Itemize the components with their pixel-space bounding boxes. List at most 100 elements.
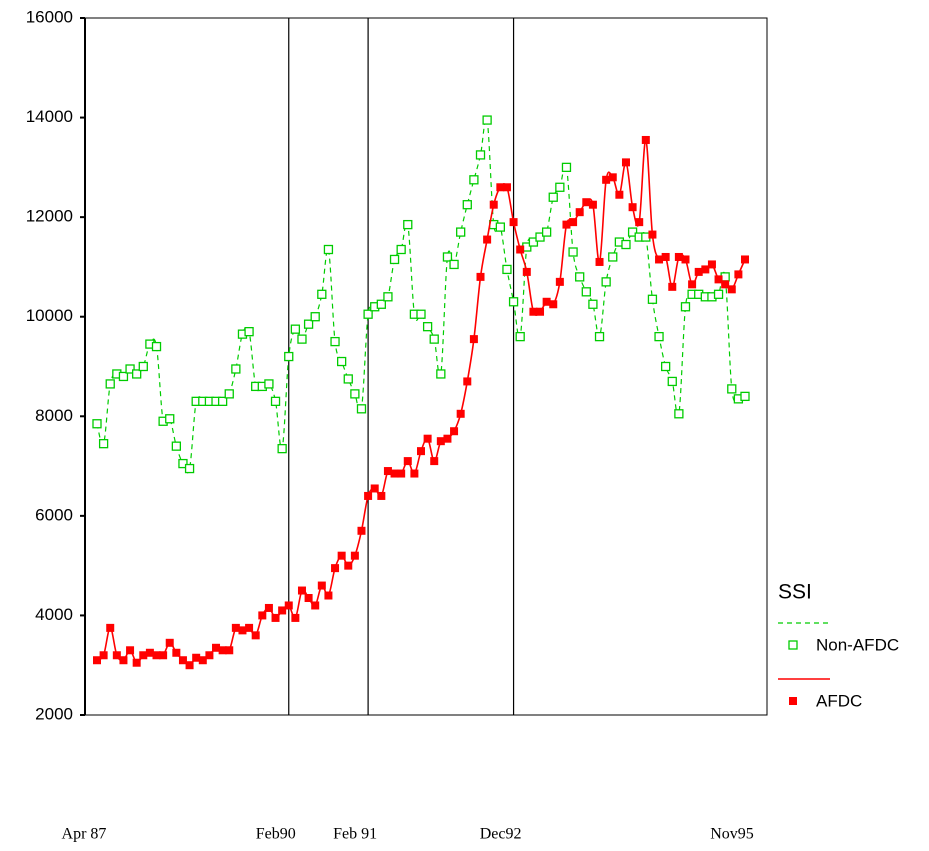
point (337, 356, 347, 367)
point (244, 326, 254, 337)
point (548, 192, 558, 202)
point (734, 270, 743, 279)
point (390, 469, 399, 478)
point (529, 307, 538, 316)
y-tick-label: 2000 (35, 704, 73, 723)
point (118, 371, 129, 382)
point (119, 656, 128, 665)
point (304, 594, 313, 603)
point (681, 255, 690, 264)
point (99, 651, 108, 660)
legend-title: SSI (778, 581, 812, 604)
point (278, 606, 287, 615)
point (508, 297, 519, 307)
point (277, 443, 287, 454)
point (397, 469, 406, 478)
point (463, 377, 472, 386)
point (422, 322, 433, 332)
point (674, 409, 684, 419)
point (449, 259, 459, 270)
x-tick-label: Feb 91 (333, 826, 377, 843)
point (522, 267, 531, 276)
point (389, 254, 400, 265)
point (648, 230, 657, 239)
point (688, 280, 697, 289)
point (125, 364, 135, 374)
point (132, 658, 141, 667)
point (98, 439, 109, 449)
point (555, 277, 564, 286)
point (363, 309, 373, 319)
legend-label: AFDC (816, 691, 862, 710)
point (469, 335, 478, 344)
point (93, 656, 101, 665)
y-tick-label: 4000 (35, 605, 73, 624)
point (621, 158, 630, 167)
point (568, 247, 578, 257)
point (231, 623, 240, 632)
point (303, 319, 314, 329)
point (456, 227, 466, 237)
point (310, 312, 320, 322)
point (615, 190, 624, 199)
point (502, 183, 511, 192)
point (635, 218, 644, 227)
point (714, 275, 723, 284)
point (654, 331, 664, 342)
point (641, 135, 650, 144)
point (509, 218, 518, 227)
point (581, 287, 591, 297)
point (185, 661, 194, 670)
point (224, 389, 234, 399)
point (317, 581, 326, 590)
point (483, 235, 492, 244)
point (112, 651, 121, 660)
point (344, 561, 353, 570)
point (489, 200, 498, 209)
point (601, 277, 611, 287)
point (126, 646, 135, 655)
point (655, 255, 664, 264)
point (528, 237, 539, 247)
point (707, 260, 716, 269)
point (661, 252, 670, 261)
y-tick-label: 6000 (35, 505, 73, 524)
point (323, 244, 334, 255)
point (245, 623, 254, 632)
point (251, 631, 260, 640)
point (396, 244, 406, 255)
point (264, 379, 274, 389)
point (264, 603, 273, 612)
point (159, 651, 168, 660)
point (608, 252, 618, 262)
point (331, 564, 340, 573)
point (165, 414, 175, 424)
point (661, 361, 671, 372)
point (741, 255, 749, 264)
point (343, 374, 353, 384)
point (569, 218, 578, 227)
point (324, 591, 333, 600)
point (231, 364, 241, 374)
point (192, 653, 201, 662)
point (350, 389, 360, 399)
x-tick-label: Dec92 (480, 826, 522, 843)
point (178, 458, 188, 469)
point (291, 613, 300, 622)
point (165, 638, 174, 647)
legend-marker (788, 640, 798, 650)
point (561, 162, 572, 173)
point (377, 491, 386, 500)
point (602, 175, 611, 184)
point (311, 601, 320, 610)
point (608, 173, 617, 182)
point (456, 409, 465, 418)
point (132, 369, 142, 379)
point (680, 302, 691, 312)
point (701, 265, 710, 274)
point (450, 427, 459, 436)
point (152, 651, 161, 660)
point (297, 334, 307, 344)
point (238, 626, 247, 635)
